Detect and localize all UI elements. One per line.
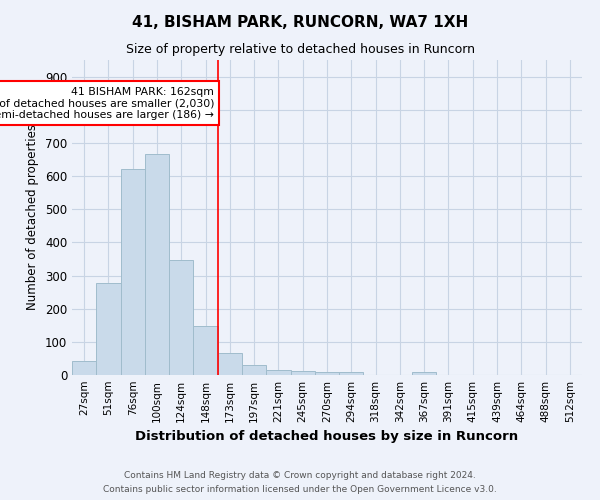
Bar (218, 354, 242, 375)
Text: Contains HM Land Registry data © Crown copyright and database right 2024.
Contai: Contains HM Land Registry data © Crown c… (103, 472, 497, 494)
X-axis label: Distribution of detached houses by size in Runcorn: Distribution of detached houses by size … (136, 430, 518, 444)
Text: 41, BISHAM PARK, RUNCORN, WA7 1XH: 41, BISHAM PARK, RUNCORN, WA7 1XH (132, 15, 468, 30)
Bar (290, 371, 315, 375)
Bar (193, 326, 218, 375)
Bar (96, 283, 121, 375)
Bar (315, 372, 339, 375)
Bar (145, 154, 169, 375)
Bar (339, 372, 364, 375)
Text: Size of property relative to detached houses in Runcorn: Size of property relative to detached ho… (125, 42, 475, 56)
Bar (121, 170, 145, 375)
Bar (242, 365, 266, 375)
Bar (412, 372, 436, 375)
Text: 41 BISHAM PARK: 162sqm
← 91% of detached houses are smaller (2,030)
8% of semi-d: 41 BISHAM PARK: 162sqm ← 91% of detached… (0, 86, 214, 120)
Y-axis label: Number of detached properties: Number of detached properties (26, 124, 40, 310)
Bar (169, 260, 193, 375)
Bar (72, 361, 96, 375)
Bar (266, 370, 290, 375)
